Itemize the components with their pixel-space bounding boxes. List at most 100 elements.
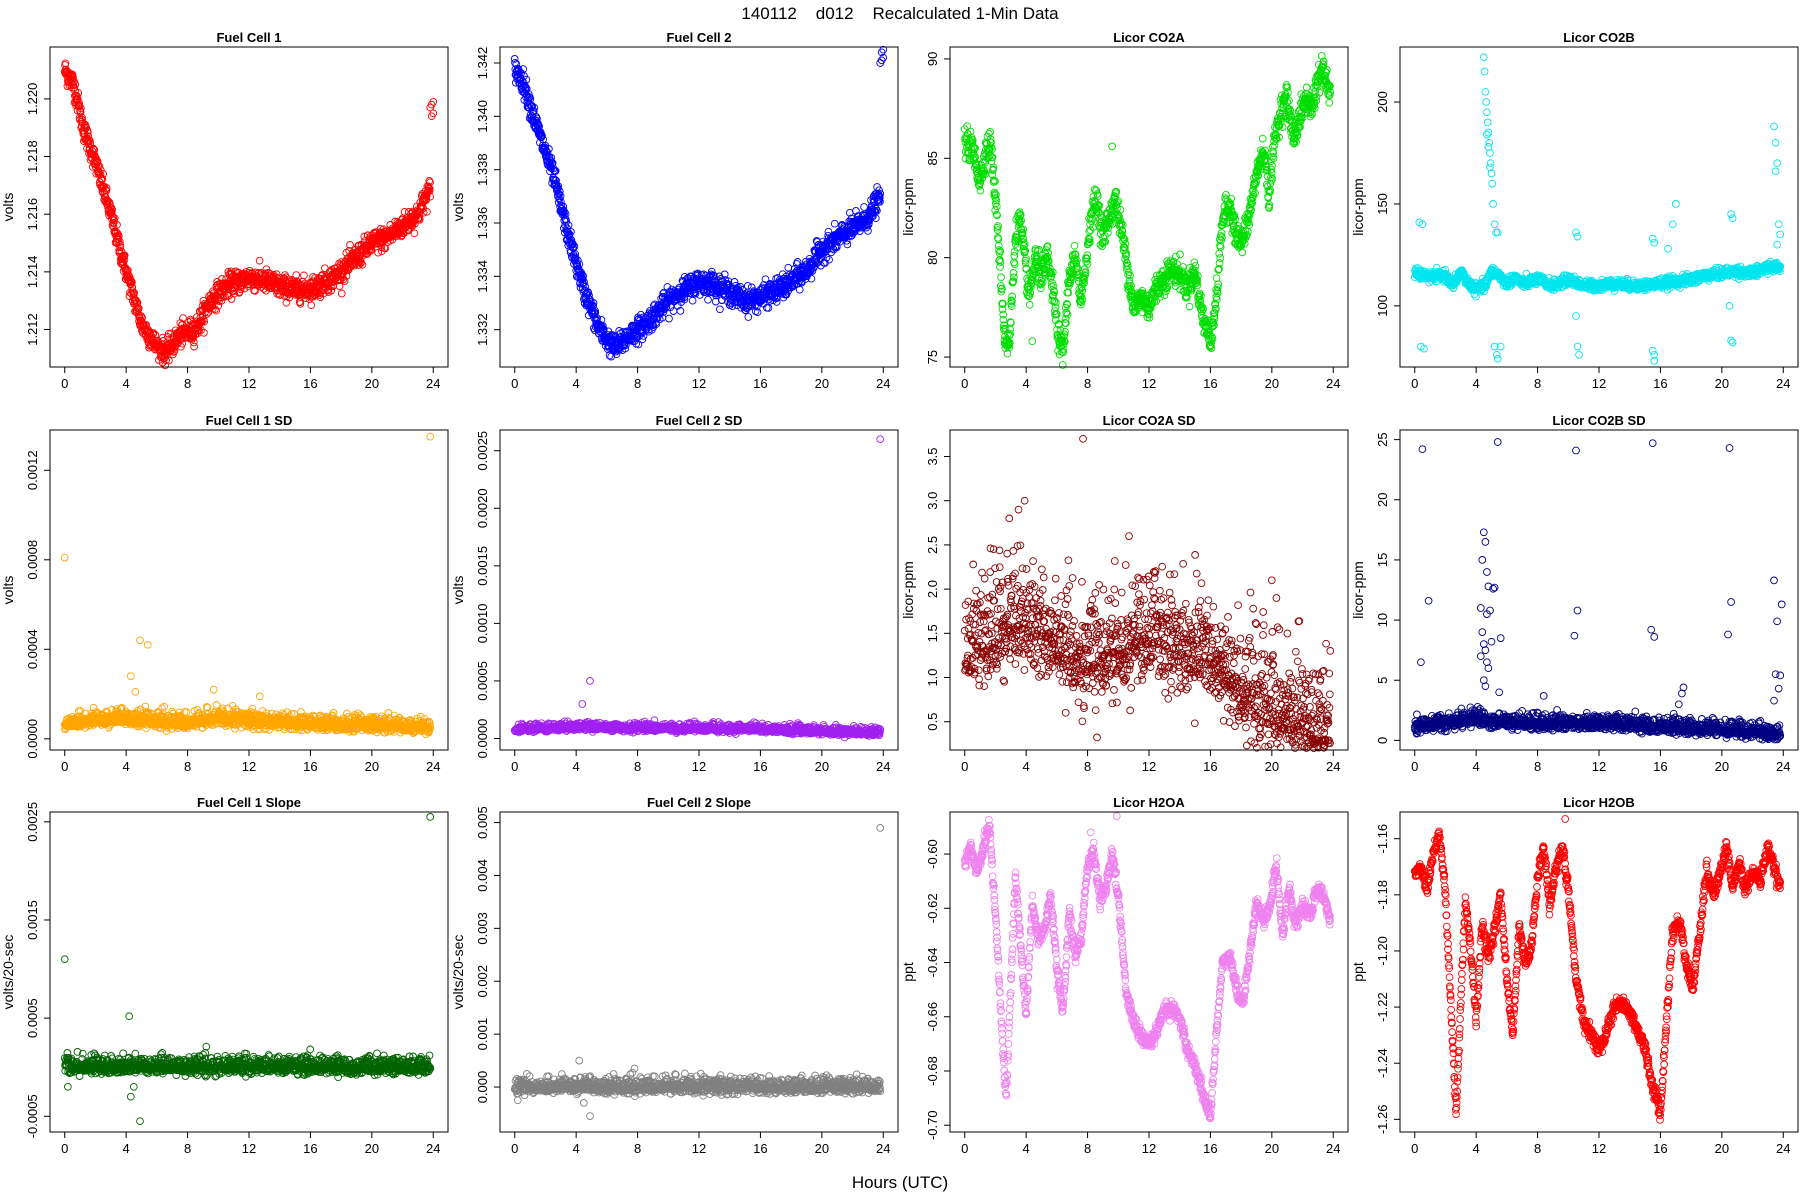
data-point (198, 317, 206, 326)
data-point (61, 59, 70, 68)
x-axis-label: Hours (UTC) (852, 1173, 948, 1192)
x-tick-label: 8 (184, 376, 191, 391)
y-axis-label: volts (450, 193, 466, 222)
data-point (102, 184, 111, 192)
x-tick-label: 4 (1023, 376, 1030, 391)
data-point (716, 305, 724, 314)
data-point (743, 281, 752, 290)
series-points (510, 45, 888, 361)
data-point (75, 102, 84, 111)
x-axis: 0 4 8 12 16 20 24 (511, 367, 890, 391)
data-point (123, 266, 132, 275)
panel-title: Licor CO2A (1113, 30, 1185, 45)
data-point (170, 346, 179, 355)
data-point (134, 303, 142, 312)
data-point (327, 286, 336, 295)
data-point (76, 108, 85, 116)
data-point (116, 238, 124, 246)
data-point (110, 214, 119, 223)
data-point (1070, 241, 1079, 250)
panel-title: Licor CO2B (1563, 30, 1635, 45)
data-point (665, 314, 673, 323)
y-tick-label: 75 (925, 350, 940, 364)
y-tick-label: 1.336 (475, 207, 490, 240)
x-tick-label: 12 (692, 376, 706, 391)
x-tick-label: 8 (1084, 376, 1091, 391)
data-point (165, 356, 173, 365)
y-tick-label: 1.220 (25, 83, 40, 116)
data-point (830, 219, 839, 228)
data-point (114, 232, 123, 241)
data-point (69, 73, 77, 82)
data-point (161, 361, 170, 370)
x-tick-label: 20 (815, 376, 829, 391)
y-axis-label: licor-ppm (1350, 178, 1366, 236)
data-point (189, 338, 198, 347)
data-point (74, 89, 83, 97)
data-point (116, 240, 124, 249)
x-tick-label: 24 (426, 376, 440, 391)
data-point (337, 289, 346, 298)
data-point (120, 251, 129, 260)
data-point (244, 282, 253, 290)
data-point (179, 314, 187, 322)
x-axis: 0 4 8 12 16 20 24 (61, 367, 440, 391)
y-tick-label: 90 (925, 52, 940, 66)
data-point (200, 328, 208, 337)
x-tick-label: 20 (1265, 376, 1279, 391)
data-point (121, 263, 130, 272)
data-point (95, 162, 104, 171)
data-point (307, 301, 316, 310)
data-point (133, 298, 142, 307)
data-point (113, 220, 121, 229)
data-point (83, 128, 92, 137)
data-point (340, 277, 349, 285)
data-point (137, 312, 145, 320)
data-point (976, 186, 985, 195)
panel-title: Fuel Cell 2 (666, 30, 731, 45)
data-point (71, 80, 80, 89)
data-point (300, 271, 308, 280)
data-point (358, 251, 367, 260)
data-point (134, 304, 143, 313)
y-tick-label: 1.218 (25, 140, 40, 173)
data-point (358, 260, 367, 269)
data-point (346, 241, 354, 249)
y-tick-label: 1.342 (475, 47, 490, 80)
data-point (149, 329, 158, 338)
data-point (1215, 249, 1224, 258)
data-point (688, 296, 697, 305)
y-axis-label: licor-ppm (900, 178, 916, 236)
y-tick-label: 1.216 (25, 198, 40, 231)
data-point (314, 278, 322, 287)
data-point (127, 278, 136, 287)
data-point (78, 113, 86, 122)
y-tick-label: 1.334 (475, 260, 490, 293)
x-tick-label: 16 (1203, 376, 1217, 391)
x-tick-label: 12 (242, 376, 256, 391)
y-tick-label: 1.340 (475, 100, 490, 133)
data-point (795, 285, 804, 294)
data-point (93, 157, 102, 166)
data-point (997, 273, 1005, 282)
data-point (70, 83, 79, 92)
data-point (1212, 274, 1221, 282)
x-tick-label: 20 (365, 376, 379, 391)
data-point (255, 256, 264, 265)
panel-title: Fuel Cell 1 (216, 30, 281, 45)
data-point (1238, 248, 1247, 257)
y-tick-label: 80 (925, 250, 940, 264)
data-point (262, 265, 271, 274)
data-point (410, 229, 419, 238)
data-point (190, 342, 198, 351)
data-point (99, 170, 108, 178)
data-point (744, 313, 753, 321)
x-tick-label: 24 (876, 376, 890, 391)
x-tick-label: 16 (303, 376, 317, 391)
y-tick-label: 85 (925, 151, 940, 165)
